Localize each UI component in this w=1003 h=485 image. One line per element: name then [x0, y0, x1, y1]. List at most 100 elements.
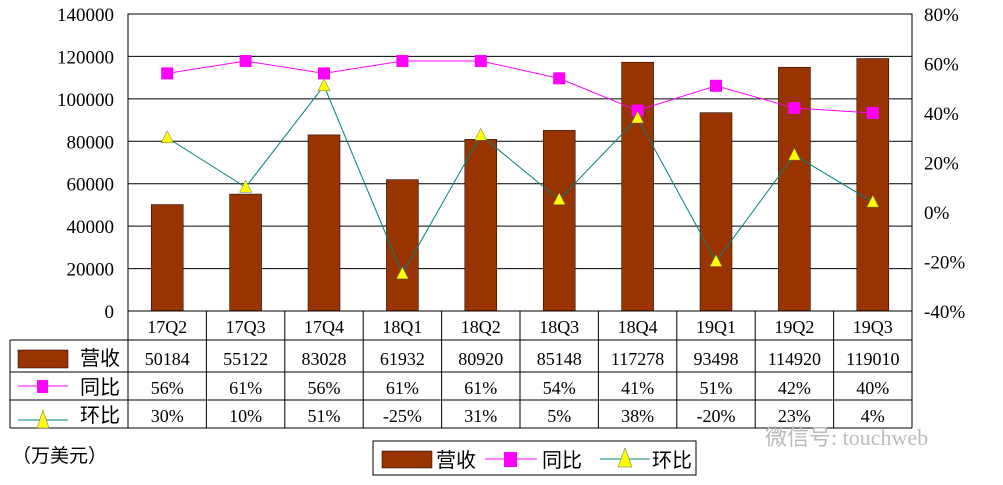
bar-17Q2	[150, 204, 184, 312]
y-left-tick: 60000	[67, 175, 115, 196]
data-label: 61%	[386, 378, 419, 398]
x-tick-18Q1: 18Q1	[382, 317, 422, 337]
data-label: 51%	[700, 378, 733, 398]
y-left-tick: 120000	[57, 47, 114, 68]
legend-qoq-label: 环比	[652, 449, 692, 472]
x-tick-17Q3: 17Q3	[226, 317, 266, 337]
bar-18Q4	[621, 61, 654, 312]
y-left-tick: 140000	[57, 5, 114, 26]
legend-yoy-marker	[504, 452, 517, 467]
data-label: 56%	[151, 378, 184, 398]
data-label: 61%	[464, 378, 497, 398]
data-label: 50184	[145, 349, 190, 369]
data-label: 10%	[229, 406, 262, 426]
data-label: 5%	[547, 406, 571, 426]
watermark: 微信号: touchweb	[765, 425, 928, 450]
y-right-tick: -20%	[924, 253, 965, 274]
yoy-marker-19Q1	[710, 79, 722, 92]
y-right-tick: 40%	[924, 104, 959, 125]
series-name: 同比	[80, 376, 120, 399]
data-label: 83028	[302, 349, 347, 369]
data-label: 38%	[621, 406, 654, 426]
y-left-tick: 40000	[67, 217, 115, 238]
legend-key-yoy-marker	[37, 380, 48, 393]
legend-yoy-label: 同比	[542, 449, 582, 472]
y-right-tick: 20%	[924, 154, 959, 175]
bar-17Q4	[307, 134, 341, 312]
legend-key-qoq-marker	[36, 409, 50, 429]
legend-qoq-marker	[617, 447, 633, 468]
qoq-marker-19Q3	[866, 194, 880, 208]
unit-label: （万美元）	[12, 445, 107, 467]
y-right-tick: 80%	[924, 5, 959, 26]
yoy-marker-19Q2	[788, 102, 801, 115]
qoq-marker-19Q2	[787, 147, 801, 161]
data-label: 51%	[308, 406, 341, 426]
yoy-marker-17Q2	[161, 67, 174, 80]
y-right-tick: 60%	[924, 55, 959, 76]
yoy-line	[167, 60, 873, 114]
y-left-tick: 20000	[67, 260, 115, 281]
qoq-line	[166, 84, 874, 276]
y-left-tick: 80000	[67, 132, 115, 153]
data-label: 4%	[861, 406, 885, 426]
qoq-marker-17Q4	[317, 78, 331, 92]
yoy-marker-18Q2	[474, 55, 487, 68]
y-right-tick: 0%	[924, 203, 950, 224]
yoy-marker-17Q4	[318, 67, 330, 80]
data-label: 119010	[846, 349, 899, 369]
bar-19Q3	[856, 58, 890, 312]
series-name: 环比	[80, 404, 120, 427]
data-label: 31%	[464, 406, 497, 426]
yoy-marker-19Q3	[866, 107, 879, 119]
bar-18Q3	[542, 130, 576, 312]
y-right-tick: -40%	[924, 302, 965, 323]
qoq-marker-19Q1	[709, 253, 723, 267]
bar-17Q3	[229, 193, 262, 312]
data-label: 85148	[537, 349, 582, 369]
data-label: 40%	[856, 378, 889, 398]
data-label: 56%	[308, 378, 341, 398]
data-label: 61932	[380, 349, 425, 369]
qoq-marker-18Q1	[395, 266, 409, 280]
qoq-marker-17Q3	[239, 179, 253, 193]
qoq-marker-18Q2	[474, 127, 488, 141]
bar-18Q2	[464, 139, 498, 312]
y-left-tick: 0	[105, 302, 115, 323]
qoq-marker-18Q3	[552, 192, 566, 205]
x-tick-17Q4: 17Q4	[304, 317, 344, 337]
qoq-marker-18Q4	[631, 110, 645, 124]
data-label: 117278	[611, 349, 664, 369]
data-label: -25%	[383, 406, 422, 426]
data-label: 93498	[694, 349, 739, 369]
legend-bar-swatch	[381, 450, 433, 469]
yoy-marker-18Q3	[553, 72, 566, 85]
legend-key-bar	[17, 349, 69, 369]
x-tick-19Q1: 19Q1	[696, 317, 736, 337]
data-label: 42%	[778, 378, 811, 398]
data-label: 54%	[543, 378, 576, 398]
x-tick-19Q3: 19Q3	[853, 317, 893, 337]
x-tick-17Q2: 17Q2	[147, 317, 187, 337]
x-tick-18Q4: 18Q4	[618, 317, 658, 337]
data-label: 23%	[778, 406, 811, 426]
qoq-marker-17Q2	[160, 130, 174, 143]
x-tick-18Q3: 18Q3	[539, 317, 579, 337]
series-name: 营收	[80, 347, 120, 370]
data-label: 41%	[621, 378, 654, 398]
legend-bar-label: 营收	[436, 449, 476, 472]
x-tick-18Q2: 18Q2	[461, 317, 501, 337]
data-label: 80920	[458, 349, 503, 369]
data-label: 61%	[229, 378, 262, 398]
x-tick-19Q2: 19Q2	[774, 317, 814, 337]
data-label: 114920	[768, 349, 821, 369]
y-left-tick: 100000	[57, 90, 114, 111]
bar-19Q1	[699, 112, 733, 312]
data-label: 30%	[151, 406, 184, 426]
yoy-marker-18Q1	[396, 55, 409, 68]
bar-18Q1	[386, 179, 419, 312]
data-label: -20%	[697, 406, 736, 426]
data-label: 55122	[223, 349, 268, 369]
